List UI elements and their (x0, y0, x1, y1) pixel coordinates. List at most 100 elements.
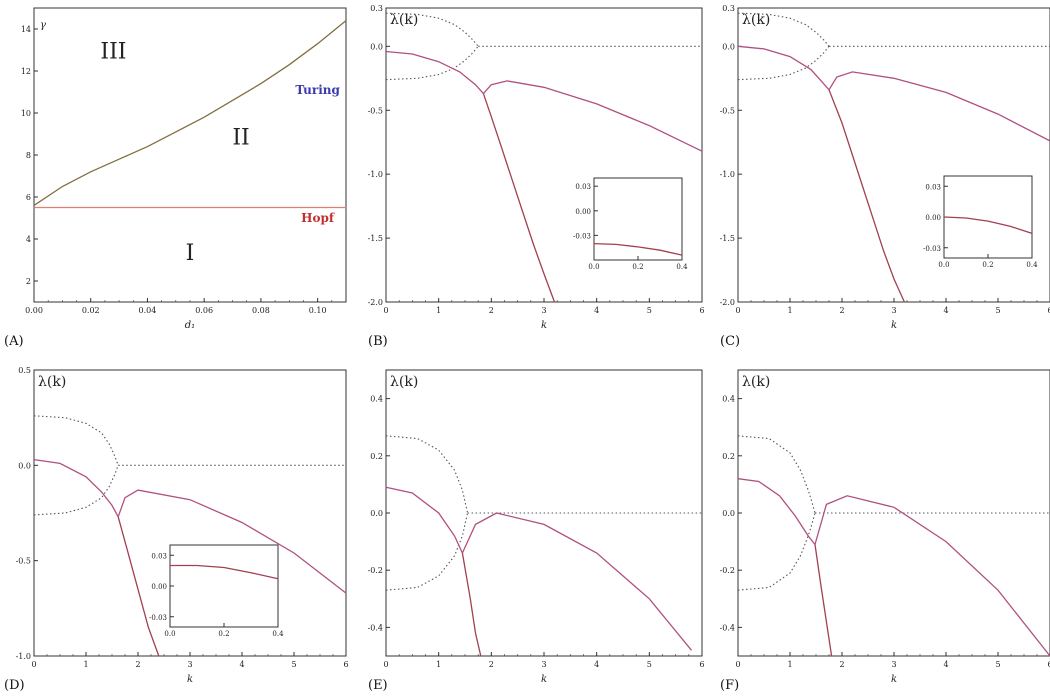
panel-1-inset-ytick-label: -0.03 (573, 232, 591, 240)
panel-0-ytick-label: 12 (21, 67, 31, 76)
panel-3-ylabel: λ(k) (38, 374, 66, 390)
panel-2-ytick-label: -1.5 (720, 234, 735, 243)
panel-0-xtick-label: 0.10 (309, 306, 327, 315)
panel-1-inset-ytick-label: 0.03 (575, 183, 591, 191)
panel-2-curve-solid (737, 45, 830, 91)
panel-5-ytick-label: 0.0 (722, 509, 735, 518)
panel-4-ytick-label: 0.2 (370, 452, 383, 461)
panel-3-curve-solid (117, 489, 347, 594)
panel-5-ylabel: λ(k) (742, 374, 770, 390)
panel-0-ytick-label: 2 (26, 277, 31, 286)
panel-1-curve-solid (385, 50, 484, 95)
panel-3-curve-dotted (33, 415, 119, 466)
panel-3-ytick-label: 0.0 (18, 461, 31, 470)
panel-5-xtick-label: 3 (891, 660, 896, 669)
panel-4-letter: (E) (368, 678, 388, 693)
panel-0-ytick-label: 10 (21, 109, 31, 118)
panel-0-region-label: III (100, 39, 126, 64)
panel-4-xtick-label: 5 (647, 660, 652, 669)
panel-2-curve-solid (828, 71, 1050, 142)
panel-1-ytick-label: 0.3 (370, 4, 383, 13)
panel-1-xtick-label: 5 (647, 306, 652, 315)
panel-0-xtick-label: 0.00 (25, 306, 43, 315)
panel-4-ytick-label: 0.4 (370, 395, 383, 404)
panel-3-ytick-label: -1.0 (16, 652, 31, 661)
panel-0-ytick-label: 4 (26, 235, 31, 244)
panel-5-xtick-label: 0 (735, 660, 740, 669)
panel-3-inset-ytick-label: 0.00 (151, 583, 167, 591)
panel-2-xlabel: k (891, 320, 897, 331)
panel-3-xtick-label: 4 (239, 660, 244, 669)
panel-4-ytick-label: -0.4 (368, 623, 383, 632)
panel-3-inset-frame (169, 544, 279, 628)
panel-2-inset-xtick-label: 0.4 (1026, 261, 1038, 269)
panel-3-xtick-label: 1 (83, 660, 88, 669)
panel-1-xtick-label: 4 (594, 306, 599, 315)
panel-5-xtick-label: 1 (787, 660, 792, 669)
panel-1-letter: (B) (368, 334, 388, 349)
panel-1-ytick-label: -2.0 (368, 298, 383, 307)
panel-2-xtick-label: 1 (787, 306, 792, 315)
panel-0-xtick-label: 0.04 (139, 306, 157, 315)
panel-5-ytick-label: -0.2 (720, 566, 735, 575)
panel-3-xtick-label: 2 (135, 660, 140, 669)
panel-4-xtick-label: 4 (594, 660, 599, 669)
panel-4-curve-solid (461, 552, 482, 657)
panel-2-xtick-label: 3 (891, 306, 896, 315)
panel-2-inset-ytick-label: -0.03 (923, 245, 941, 253)
panel-2-inset-frame (943, 175, 1033, 259)
panel-4-xtick-label: 0 (383, 660, 388, 669)
panel-3-curve-dotted (33, 465, 119, 516)
panel-5-xlabel: k (891, 674, 897, 685)
panel-2-ylabel: λ(k) (742, 12, 770, 28)
panel-2-ytick-label: -2.0 (720, 298, 735, 307)
panel-5-letter: (F) (720, 678, 739, 693)
panel-5-ytick-label: 0.4 (722, 395, 735, 404)
panel-4-curve-dotted (385, 512, 469, 591)
panel-2-ytick-label: 0.3 (722, 4, 735, 13)
panel-1-inset-xtick-label: 0.4 (676, 263, 688, 271)
panel-3-curve-solid (117, 516, 160, 657)
panel-5-curve-solid (737, 478, 816, 545)
panel-3-inset-xtick-label: 0.0 (164, 630, 175, 638)
panel-3-inset-ytick-label: 0.03 (151, 552, 167, 560)
panel-2-xtick-label: 4 (943, 306, 948, 315)
panel-3-letter: (D) (4, 678, 25, 693)
panel-3-inset-xtick-label: 0.4 (272, 630, 284, 638)
panel-5-xtick-label: 6 (1047, 660, 1050, 669)
panel-4-xlabel: k (541, 674, 547, 685)
panel-4-ylabel: λ(k) (390, 374, 418, 390)
panel-1-inset-xtick-label: 0.2 (632, 263, 643, 271)
panel-3-xtick-label: 6 (343, 660, 348, 669)
panel-2-inset-xtick-label: 0.2 (982, 261, 993, 269)
panel-3-xtick-label: 3 (187, 660, 192, 669)
panel-5-xtick-label: 4 (943, 660, 948, 669)
panel-2-curve-dotted (737, 45, 830, 81)
panel-5-ytick-label: 0.2 (722, 452, 735, 461)
panel-0-xtick-label: 0.08 (252, 306, 270, 315)
panel-4-ytick-label: -0.2 (368, 566, 383, 575)
panel-1-curve-solid (482, 93, 556, 303)
panel-5-ytick-label: -0.4 (720, 623, 735, 632)
panel-0-curve-label-turing: Turing (295, 83, 340, 97)
panel-5-curve-dotted (737, 512, 816, 591)
panel-0-xlabel: d₁ (185, 320, 195, 331)
panel-1-curve-solid (482, 80, 703, 152)
panel-5-curve-solid (814, 495, 1050, 657)
panel-3-xtick-label: 5 (291, 660, 296, 669)
panel-4-curve-solid (461, 512, 693, 651)
panel-0-region-label: II (232, 126, 249, 151)
panel-1-inset-ytick-label: 0.00 (575, 208, 591, 216)
panel-0-ytick-label: 8 (26, 151, 31, 160)
panel-1-inset-curve-solid (593, 242, 683, 256)
panel-0-xtick-label: 0.02 (82, 306, 100, 315)
panel-5-xtick-label: 2 (839, 660, 844, 669)
panel-4-curve-solid (385, 486, 463, 554)
panel-2-ytick-label: 0.0 (722, 42, 735, 51)
panel-1-xtick-label: 0 (383, 306, 388, 315)
panel-2-curve-solid (828, 89, 905, 303)
panel-1-xtick-label: 6 (699, 306, 704, 315)
panel-3-curve-solid (33, 458, 119, 518)
panel-2-xtick-label: 0 (735, 306, 740, 315)
